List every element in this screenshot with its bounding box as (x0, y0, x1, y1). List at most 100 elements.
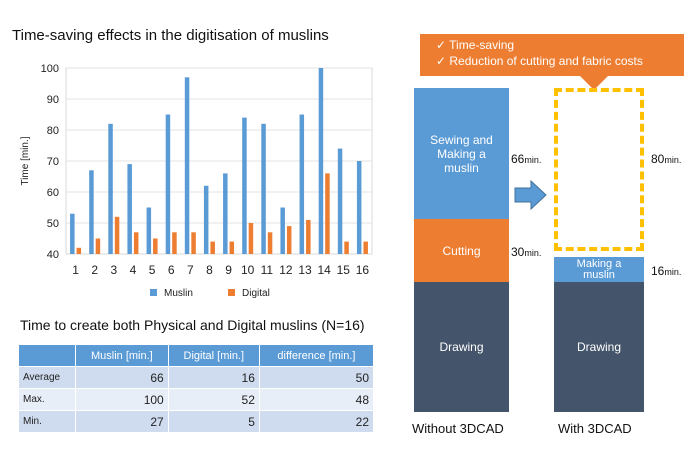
legend-swatch-muslin (150, 289, 157, 296)
y-axis-label: Time [min.] (20, 136, 31, 185)
x-tick-label: 14 (318, 263, 332, 277)
x-tick-label: 4 (130, 263, 137, 277)
sewing-label: Sewing and Making a muslin (430, 132, 493, 175)
making-time-label: 16min. (651, 264, 682, 278)
y-tick-label: 40 (47, 249, 59, 261)
row-label: Max. (18, 388, 76, 411)
x-tick-label: 15 (337, 263, 351, 277)
cell-difference: 48 (258, 388, 375, 411)
cell-digital: 16 (167, 366, 260, 389)
bar-digital (325, 173, 330, 254)
x-tick-label: 10 (241, 263, 255, 277)
bar-digital (76, 247, 82, 254)
table-header-cell: Muslin [min.] (75, 344, 169, 367)
cutting-label: Cutting (442, 243, 481, 258)
cell-digital: 52 (167, 388, 260, 411)
x-tick-label: 1 (72, 263, 79, 277)
sewing-time-label: 66min. (511, 152, 542, 166)
with-3dcad-caption: With 3DCAD (558, 421, 632, 436)
y-tick-label: 60 (47, 187, 59, 199)
x-tick-label: 16 (356, 263, 370, 277)
bar-muslin (127, 164, 132, 254)
drawing-label: Drawing (439, 340, 484, 354)
bar-muslin (89, 170, 94, 254)
benefit-callout: ✓ Time-saving ✓ Reduction of cutting and… (420, 34, 684, 76)
bar-digital (229, 241, 235, 254)
x-tick-label: 9 (225, 263, 232, 277)
y-tick-label: 100 (41, 63, 59, 75)
right-arrow-icon (514, 180, 547, 210)
bar-digital (267, 232, 273, 254)
bar-muslin (165, 114, 171, 254)
legend-label-digital: Digital (242, 288, 270, 299)
bar-muslin (223, 173, 228, 254)
bar-digital (153, 238, 158, 254)
bar-muslin (356, 161, 362, 254)
chart-title: Time-saving effects in the digitisation … (12, 27, 329, 44)
callout-line-cost-reduction: ✓ Reduction of cutting and fabric costs (436, 54, 643, 68)
bar-digital (210, 241, 215, 254)
table-header-cell: Digital [min.] (167, 344, 260, 367)
cell-muslin: 66 (75, 366, 169, 389)
bar-digital (363, 241, 368, 254)
without-drawing-block: Drawing (414, 282, 509, 412)
drawing-label: Drawing (576, 340, 621, 354)
without-sewing-block: Sewing and Making a muslin (414, 88, 509, 219)
x-tick-label: 12 (279, 263, 293, 277)
bar-muslin (108, 123, 113, 254)
cell-muslin: 100 (75, 388, 169, 411)
y-tick-label: 80 (47, 125, 59, 137)
y-tick-label: 70 (47, 156, 59, 168)
bar-muslin (261, 123, 266, 254)
making-label: Making a muslin (576, 257, 622, 281)
bar-muslin (242, 117, 247, 254)
bar-muslin (337, 148, 343, 254)
cell-difference: 50 (258, 366, 375, 389)
cutting-time-label: 30min. (511, 245, 542, 259)
row-label: Average (18, 366, 76, 389)
without-3dcad-caption: Without 3DCAD (412, 421, 504, 436)
y-tick-label: 90 (47, 94, 59, 106)
x-tick-label: 6 (168, 263, 175, 277)
bar-digital (172, 232, 177, 254)
bar-muslin (70, 213, 75, 254)
cell-muslin: 27 (75, 410, 169, 433)
callout-line-time-saving: ✓ Time-saving (436, 38, 515, 52)
x-tick-label: 5 (149, 263, 156, 277)
bar-digital (344, 241, 349, 254)
table-row: Max. 100 52 48 (18, 388, 375, 411)
bar-muslin (184, 77, 190, 254)
chart-legend: Muslin Digital (150, 288, 270, 299)
table-header-row: Muslin [min.] Digital [min.] difference … (18, 344, 375, 367)
bar-digital (306, 219, 311, 254)
with-making-block: Making a muslin (554, 257, 644, 282)
saved-time-label: 80min. (651, 152, 682, 166)
legend-swatch-digital (228, 289, 235, 296)
table-row: Min. 27 5 22 (18, 410, 375, 433)
legend-label-muslin: Muslin (164, 288, 193, 299)
cell-difference: 22 (258, 410, 375, 433)
callout-pointer (580, 76, 608, 90)
x-tick-label: 2 (91, 263, 98, 277)
bar-muslin (299, 114, 305, 254)
table-title: Time to create both Physical and Digital… (20, 317, 365, 333)
with-drawing-block: Drawing (554, 282, 644, 412)
x-tick-label: 7 (187, 263, 194, 277)
cell-digital: 5 (167, 410, 260, 433)
bar-muslin (203, 185, 209, 254)
stats-table: Muslin [min.] Digital [min.] difference … (18, 344, 375, 433)
x-tick-label: 8 (206, 263, 213, 277)
bar-digital (191, 232, 196, 254)
bar-digital (133, 232, 139, 254)
bar-digital (248, 223, 254, 254)
table-header-cell: difference [min.] (258, 344, 375, 367)
bar-digital (95, 238, 101, 254)
x-tick-label: 3 (110, 263, 117, 277)
x-tick-label: 11 (261, 263, 274, 277)
x-tick-label: 13 (298, 263, 312, 277)
table-row: Average 66 16 50 (18, 366, 375, 389)
bar-digital (114, 216, 120, 254)
bar-digital (286, 226, 292, 254)
time-saved-box (554, 88, 644, 251)
